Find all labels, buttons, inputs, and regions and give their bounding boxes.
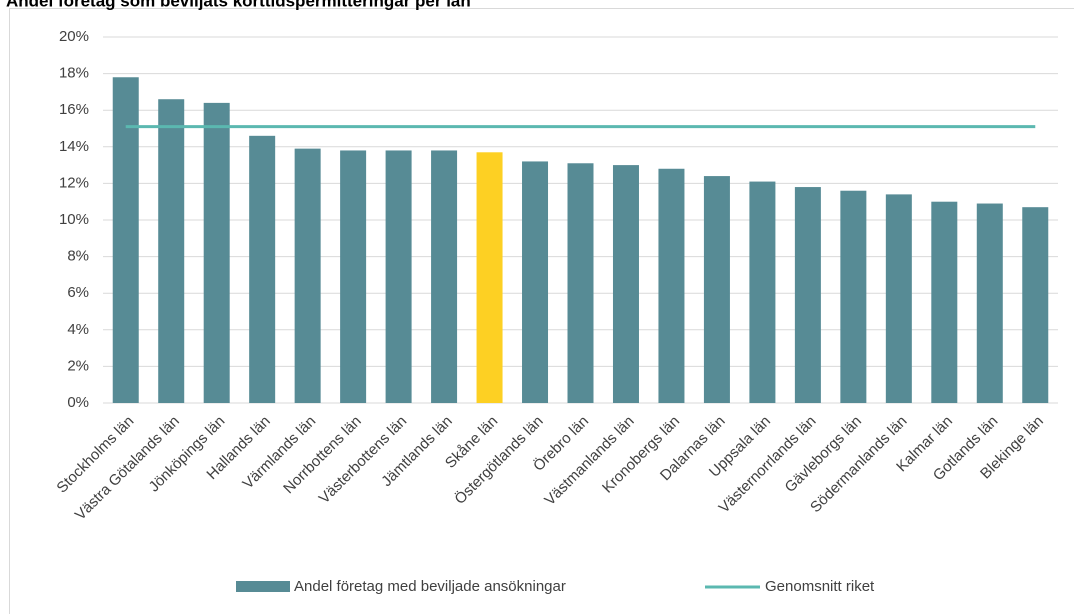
- bar: [749, 181, 776, 403]
- y-tick-label: 6%: [67, 284, 89, 301]
- y-tick-label: 10%: [59, 211, 89, 228]
- bar: [522, 161, 549, 403]
- x-tick-label: Norrbottens län: [280, 413, 365, 498]
- bar: [1022, 207, 1049, 403]
- y-tick-label: 14%: [59, 138, 89, 155]
- y-tick-label: 18%: [59, 65, 89, 82]
- bar: [476, 152, 503, 403]
- bar: [112, 77, 139, 403]
- y-tick-label: 12%: [59, 174, 89, 191]
- y-tick-label: 2%: [67, 357, 89, 374]
- legend-label: Andel företag med beviljade ansökningar: [294, 578, 566, 595]
- bar: [249, 135, 276, 403]
- y-tick-label: 20%: [59, 28, 89, 45]
- bar: [612, 165, 639, 403]
- chart-frame: [9, 8, 1074, 614]
- bar: [658, 168, 685, 403]
- bar: [158, 99, 185, 403]
- bar: [385, 150, 412, 403]
- bar: [931, 201, 958, 403]
- chart-title: Andel företag som beviljats korttidsperm…: [6, 0, 471, 10]
- y-tick-label: 8%: [67, 248, 89, 265]
- bar: [703, 176, 730, 403]
- bar: [976, 203, 1003, 403]
- legend-swatch: [236, 581, 290, 592]
- y-tick-label: 16%: [59, 101, 89, 118]
- bar: [203, 102, 230, 403]
- x-tick-label: Stockholms län: [53, 413, 137, 497]
- bar: [794, 187, 821, 403]
- bar: [567, 163, 594, 403]
- bar: [340, 150, 367, 403]
- y-tick-label: 0%: [67, 394, 89, 411]
- y-tick-label: 4%: [67, 321, 89, 338]
- bar: [885, 194, 912, 403]
- bar: [431, 150, 458, 403]
- bar: [294, 148, 321, 403]
- legend-label: Genomsnitt riket: [765, 578, 875, 595]
- bar: [840, 190, 867, 403]
